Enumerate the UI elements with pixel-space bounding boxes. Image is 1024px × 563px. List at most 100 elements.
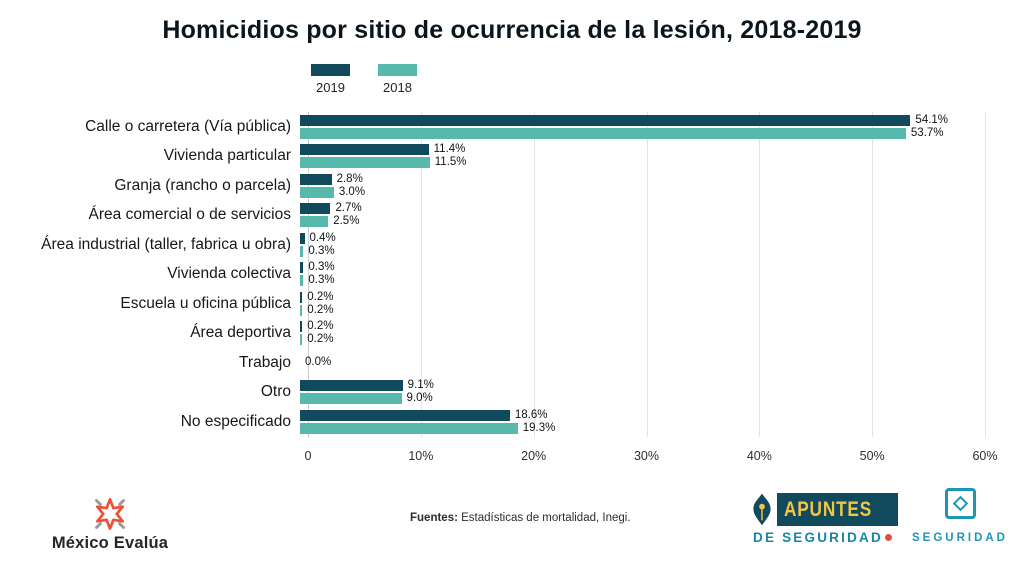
- legend-label: 2018: [383, 80, 412, 95]
- bar-line-2019: 54.1%: [300, 113, 977, 126]
- apuntes-wordmark: APUNTES: [784, 497, 873, 521]
- bar-2019: [300, 203, 331, 215]
- chart-gridlines: [308, 112, 986, 437]
- category-label: Escuela u oficina pública: [120, 294, 291, 312]
- bar-2018: [300, 245, 304, 257]
- bar-line-2019: 0.2%: [300, 291, 977, 303]
- row-plot: 0.4% 0.3%: [300, 230, 977, 260]
- apuntes-de-seguridad-logo: APUNTES DE SEGURIDAD: [750, 493, 900, 545]
- bar-2018: [300, 157, 430, 169]
- bar-line-2018: 2.5%: [300, 215, 977, 228]
- bar-2019: [300, 232, 305, 244]
- bar-line-2018: 0.3%: [300, 245, 977, 257]
- source-label: Fuentes:: [410, 512, 458, 524]
- chart-row: Granja (rancho o parcela) 2.8% 3.0%: [0, 171, 1024, 201]
- bar-2018: [300, 127, 906, 139]
- gridline: [646, 112, 648, 437]
- bar-line-2018: 3.0%: [300, 185, 977, 198]
- page-footer: México Evalúa Fuentes: Estadísticas de m…: [0, 483, 1024, 563]
- bar-2019: [300, 409, 510, 421]
- category-label: Área industrial (taller, fabrica u obra): [41, 235, 291, 253]
- x-tick-label: 30%: [633, 448, 660, 463]
- chart-rows: Calle o carretera (Vía pública) 54.1% 53.7…: [0, 112, 1024, 437]
- seguridad-badge: SEGURIDAD: [908, 488, 1012, 544]
- category-label: No especificado: [180, 412, 291, 430]
- category-label: Trabajo: [239, 353, 291, 371]
- bar-line-2018: 9.0%: [300, 392, 977, 405]
- row-plot: 0.2% 0.2%: [300, 289, 977, 319]
- bar-2018: [300, 216, 329, 228]
- category-label: Granja (rancho o parcela): [114, 176, 291, 194]
- bar-2018: [300, 275, 304, 287]
- source-note: Fuentes: Estadísticas de mortalidad, Ine…: [410, 512, 631, 524]
- bar-2019: [300, 114, 911, 126]
- bar-2019: [300, 380, 403, 392]
- chart-row: Área industrial (taller, fabrica u obra)…: [0, 230, 1024, 260]
- x-tick-label: 40%: [746, 448, 772, 463]
- bar-line-2019: 0.2%: [300, 320, 977, 333]
- legend-label: 2019: [316, 80, 345, 95]
- mexico-evalua-wordmark: México Evalúa: [51, 534, 169, 552]
- value-label: 18.6%: [514, 408, 548, 421]
- chart-row: Calle o carretera (Vía pública) 54.1% 53.7…: [0, 112, 1024, 142]
- row-plot: 0.0%: [300, 348, 977, 378]
- x-tick-label: 20%: [521, 448, 547, 463]
- legend-item-2019: 2019: [311, 64, 350, 95]
- bar-line-2019: 0.3%: [300, 261, 977, 274]
- value-label: 19.3%: [522, 421, 556, 434]
- value-label: 2.8%: [336, 172, 363, 185]
- bar-line-2019: 0.4%: [300, 231, 977, 244]
- value-label: 11.4%: [433, 143, 466, 155]
- value-label: 53.7%: [910, 126, 944, 139]
- category-label: Otro: [260, 383, 291, 401]
- bar-2018: [300, 334, 303, 346]
- value-label: 0.0%: [305, 356, 332, 368]
- row-plot: 11.4% 11.5%: [300, 142, 977, 172]
- bar-line-2019: 9.1%: [300, 379, 977, 392]
- bar-line-2018: 19.3%: [300, 421, 977, 434]
- source-text: Estadísticas de mortalidad, Inegi.: [457, 512, 631, 524]
- bar-2018: [300, 186, 334, 198]
- bar-line-2019: 11.4%: [300, 143, 977, 156]
- chart-row: Área deportiva 0.2% 0.2%: [0, 319, 1024, 349]
- apuntes-banner: APUNTES: [777, 493, 899, 526]
- value-label: 9.0%: [406, 392, 433, 404]
- bar-2018: [300, 304, 303, 316]
- value-label: 0.2%: [307, 320, 334, 332]
- value-label: 0.3%: [308, 261, 335, 273]
- x-tick-label: 10%: [408, 448, 434, 463]
- x-axis: 0 10% 20% 30% 40% 50% 60%: [304, 445, 998, 467]
- bar-2019: [300, 173, 332, 185]
- chart-row: Vivienda particular 11.4% 11.5%: [0, 142, 1024, 172]
- value-label: 54.1%: [915, 113, 949, 126]
- bar-line-2019: 2.8%: [300, 172, 977, 185]
- gridline: [872, 112, 874, 437]
- bar-2019: [300, 144, 429, 156]
- gridline: [759, 112, 761, 437]
- pen-nib-icon: [753, 493, 771, 526]
- mexico-evalua-logo: México Evalúa: [35, 496, 185, 553]
- value-label: 3.0%: [338, 185, 366, 198]
- bar-line-2018: 11.5%: [300, 156, 977, 169]
- bar-line-2018: 0.3%: [300, 274, 977, 287]
- row-plot: 18.6% 19.3%: [300, 407, 977, 437]
- chart-row: Vivienda colectiva 0.3% 0.3%: [0, 260, 1024, 290]
- x-tick-label: 50%: [859, 448, 885, 463]
- chart-legend: 2019 2018: [311, 64, 1024, 95]
- row-plot: 2.7% 2.5%: [300, 201, 977, 231]
- value-label: 0.4%: [309, 231, 336, 244]
- x-tick-label: 60%: [972, 448, 998, 463]
- category-label: Área comercial o de servicios: [88, 206, 291, 224]
- category-label: Vivienda colectiva: [167, 265, 291, 283]
- row-plot: 0.2% 0.2%: [300, 319, 977, 349]
- category-label: Calle o carretera (Vía pública): [85, 117, 291, 135]
- category-label: Vivienda particular: [163, 147, 291, 165]
- x-tick-label: 0: [304, 448, 312, 463]
- legend-swatch: [378, 64, 417, 76]
- red-dot-icon: [884, 534, 892, 541]
- bar-line-2018: 0.2%: [300, 304, 977, 316]
- gridline: [985, 112, 986, 437]
- category-label: Área deportiva: [190, 324, 291, 342]
- legend-item-2018: 2018: [378, 64, 417, 95]
- value-label: 0.2%: [307, 333, 334, 345]
